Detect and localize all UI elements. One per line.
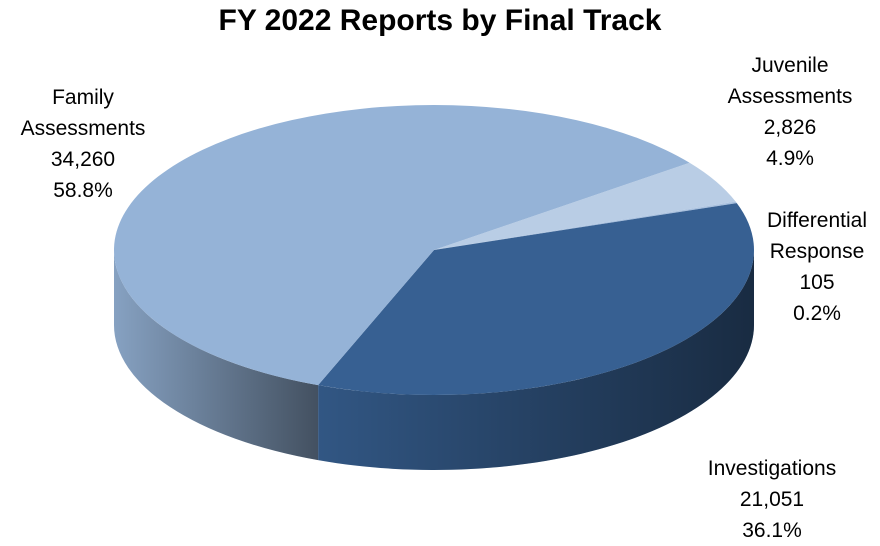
slice-label: Family Assessments 34,260 58.8% bbox=[0, 82, 168, 206]
value-label: 105 bbox=[799, 271, 835, 294]
category-label: Investigations bbox=[707, 457, 837, 480]
percent-label: 0.2% bbox=[793, 302, 841, 325]
value-label: 21,051 bbox=[739, 488, 805, 511]
category-label: Differential Response bbox=[767, 209, 867, 263]
percent-label: 58.8% bbox=[53, 179, 113, 202]
slice bbox=[434, 162, 736, 250]
slice-side-shade bbox=[318, 250, 754, 471]
slice-label: Juvenile Assessments 2,826 4.9% bbox=[715, 50, 865, 174]
slice-label: Investigations 21,051 36.1% bbox=[672, 453, 872, 546]
percent-label: 36.1% bbox=[742, 519, 802, 542]
slice bbox=[318, 203, 754, 395]
slice bbox=[114, 105, 690, 386]
slice-label: Differential Response 105 0.2% bbox=[747, 205, 880, 329]
chart-title: FY 2022 Reports by Final Track bbox=[218, 4, 662, 37]
slice bbox=[434, 201, 737, 250]
value-label: 34,260 bbox=[50, 148, 116, 171]
category-label: Family Assessments bbox=[20, 86, 146, 140]
slice-side-shade bbox=[114, 250, 319, 461]
category-label: Juvenile Assessments bbox=[727, 54, 853, 108]
percent-label: 4.9% bbox=[766, 147, 814, 170]
value-label: 2,826 bbox=[763, 116, 817, 139]
